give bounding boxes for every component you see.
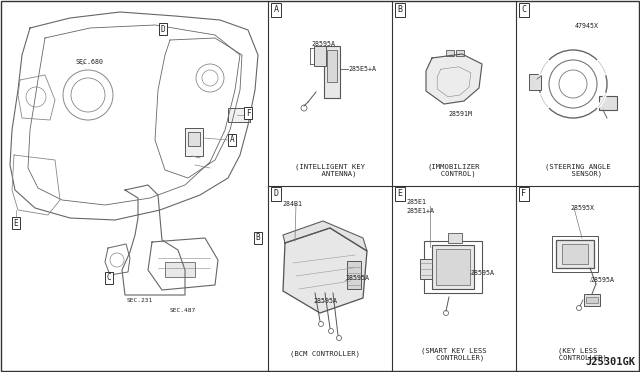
- Text: A: A: [273, 6, 278, 15]
- Text: C: C: [107, 273, 111, 282]
- Bar: [432, 245, 474, 289]
- Text: 28595A: 28595A: [590, 277, 614, 283]
- Bar: [552, 236, 598, 272]
- Bar: [314, 46, 326, 66]
- Text: J25301GK: J25301GK: [585, 357, 635, 367]
- Text: 284B1: 284B1: [282, 201, 302, 207]
- Text: B: B: [256, 234, 260, 243]
- Bar: [562, 244, 588, 264]
- Text: B: B: [397, 6, 403, 15]
- Text: (STEERING ANGLE
    SENSOR): (STEERING ANGLE SENSOR): [545, 163, 611, 177]
- Bar: [586, 297, 598, 303]
- Text: F: F: [522, 189, 527, 199]
- Text: (IMMOBILIZER
  CONTROL): (IMMOBILIZER CONTROL): [428, 163, 480, 177]
- Text: 285E1+A: 285E1+A: [406, 208, 434, 214]
- Text: 28591M: 28591M: [448, 111, 472, 117]
- Bar: [456, 50, 464, 56]
- Bar: [448, 233, 462, 243]
- Bar: [599, 96, 617, 110]
- Text: 28595A: 28595A: [345, 275, 369, 281]
- Bar: [446, 50, 454, 56]
- Bar: [584, 294, 600, 306]
- Text: (SMART KEY LESS
   CONTROLLER): (SMART KEY LESS CONTROLLER): [421, 347, 487, 361]
- Bar: [228, 108, 250, 122]
- Text: 285E1: 285E1: [406, 199, 426, 205]
- Text: 28595A: 28595A: [313, 298, 337, 304]
- Text: SEC.231: SEC.231: [127, 298, 153, 303]
- Bar: [556, 240, 594, 268]
- Text: E: E: [13, 218, 19, 228]
- Text: (INTELLIGENT KEY
    ANTENNA): (INTELLIGENT KEY ANTENNA): [295, 163, 365, 177]
- Text: 28595A: 28595A: [470, 270, 494, 276]
- Text: F: F: [246, 109, 250, 118]
- Text: C: C: [522, 6, 527, 15]
- Text: (KEY LESS
  CONTROLLER): (KEY LESS CONTROLLER): [550, 347, 607, 361]
- Text: 28595X: 28595X: [570, 205, 594, 211]
- Text: 28595A: 28595A: [311, 41, 335, 47]
- Text: 285E5+A: 285E5+A: [348, 66, 376, 72]
- Bar: [436, 249, 470, 285]
- Bar: [327, 50, 337, 82]
- Bar: [185, 128, 203, 156]
- Bar: [324, 46, 340, 98]
- Bar: [424, 241, 482, 293]
- Text: SEC.680: SEC.680: [75, 59, 103, 65]
- Text: E: E: [397, 189, 403, 199]
- Polygon shape: [283, 221, 367, 251]
- Bar: [165, 262, 195, 277]
- Text: D: D: [273, 189, 278, 199]
- Text: (BCM CONTROLLER): (BCM CONTROLLER): [290, 351, 360, 357]
- Bar: [529, 74, 541, 90]
- Text: D: D: [161, 25, 165, 33]
- Text: A: A: [230, 135, 234, 144]
- Polygon shape: [426, 54, 482, 104]
- Text: SEC.487: SEC.487: [170, 308, 196, 313]
- Text: 47945X: 47945X: [575, 23, 599, 29]
- Bar: [188, 132, 200, 146]
- Bar: [347, 261, 361, 289]
- Bar: [420, 259, 432, 279]
- Polygon shape: [283, 228, 367, 313]
